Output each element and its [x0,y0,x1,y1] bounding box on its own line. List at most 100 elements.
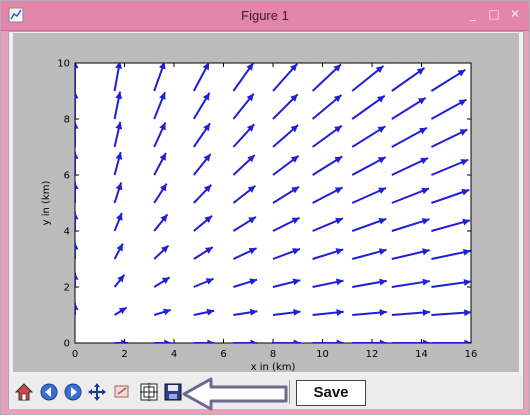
back-button[interactable] [38,380,60,404]
maximize-button[interactable]: □ [488,7,500,21]
quiver-arrowhead [161,245,169,253]
quiver-arrowhead [246,124,255,132]
x-tick-label: 0 [72,349,78,360]
quiver-arrowhead [375,65,384,74]
y-axis-label: y in (km) [41,181,52,226]
quiver-arrowhead [293,308,301,316]
quiver-arrowhead [421,217,430,225]
quiver-arrowhead [115,63,123,69]
forward-button[interactable] [62,380,84,404]
quiver-arrowhead [248,216,256,224]
quiver-arrowhead [116,243,123,252]
quiver-arrowhead [334,187,343,194]
quiver-arrowhead [422,339,430,343]
home-button[interactable] [13,380,35,404]
quiver-arrowhead [377,95,385,103]
quiver-arrowhead [205,247,213,254]
subplots-button[interactable] [138,380,160,404]
quiver-arrowhead [463,278,471,286]
title-bar[interactable]: Figure 1 _ □ ✕ [1,1,529,31]
y-tick-label: 0 [64,339,70,350]
quiver-arrowhead [417,97,426,105]
y-tick-label: 6 [64,171,70,182]
x-tick-label: 12 [366,349,379,360]
quiver-arrowhead [158,63,166,70]
zoom-icon [114,385,129,398]
window-title: Figure 1 [241,8,289,23]
quiver-arrow [471,42,505,63]
quiver-arrowhead [291,217,300,224]
close-button[interactable]: ✕ [509,7,521,21]
quiver-arrowhead [75,242,79,250]
quiver-arrow [470,257,471,259]
quiver-arrowhead [115,212,123,221]
quiver-arrowhead [498,71,506,77]
quiver-arrowhead [115,182,123,191]
quiver-arrowhead [416,67,425,75]
y-tick-label: 8 [64,115,70,126]
quiver-arrowhead [75,302,79,310]
quiver-arrowhead [500,131,508,137]
zoom-button[interactable] [111,380,133,404]
quiver-arrowhead [115,33,122,39]
quiver-arrowhead [290,94,298,102]
home-icon [14,383,34,401]
quiver-arrowhead [115,152,123,160]
save-label[interactable]: Save [296,380,366,406]
quiver-arrowhead [206,308,215,316]
quiver-arrowhead [462,218,470,226]
quiver-arrowhead [335,278,344,286]
quiver-arrowhead [504,309,511,316]
quiver-arrowhead [246,93,254,102]
quiver-arrowhead [420,157,429,165]
quiver-arrow [470,173,471,175]
quiver-arrowhead [250,339,258,343]
quiver-arrow [470,285,471,287]
minimize-button[interactable]: _ [470,7,476,21]
quiver-arrowhead [336,309,344,316]
quiver-arrowhead [202,63,210,71]
quiver-arrowhead [374,36,382,43]
quiver-arrowhead [163,308,171,316]
quiver-arrowhead [205,278,214,285]
quiver-arrowhead [159,92,166,100]
quiver-arrowhead [248,247,257,255]
quiver-arrowhead [333,64,342,72]
quiver-arrowhead [378,187,386,194]
quiver-arrowhead [75,182,79,189]
quiver-arrowhead [290,125,299,133]
quiver-arrow [233,63,235,64]
quiver-arrow [470,145,471,147]
quiver-arrowhead [75,63,79,69]
quiver-arrowhead [421,187,430,195]
quiver-arrowhead [247,154,255,163]
quiver-arrowhead [422,248,430,256]
save-figure-button[interactable] [162,380,184,404]
x-tick-label: 10 [316,349,329,360]
quiver-arrowhead [422,278,430,286]
quiver-arrowhead [75,151,79,159]
quiver-plot: 0 2 4 6 8 10 12 14 16 0 2 4 6 8 10 x in (km) y in (km) [41,33,511,374]
quiver-arrowhead [289,63,298,72]
quiver-arrowhead [75,212,79,220]
quiver-arrowhead [422,309,430,317]
quiver-arrowhead [459,129,468,136]
save-figure-icon [164,383,182,401]
quiver-arrowhead [335,248,344,255]
quiver-arrowhead [334,125,342,133]
quiver-arrowhead [378,248,387,256]
pan-button[interactable] [86,380,108,404]
quiver-arrowhead [291,186,300,194]
quiver-arrow [470,313,471,315]
x-tick-label: 2 [121,349,127,360]
quiver-arrowhead [458,99,467,107]
quiver-arrow [154,63,156,64]
toolbar-separator [289,380,290,404]
quiver-arrow [470,201,471,203]
quiver-arrowhead [203,153,211,162]
subplots-icon [140,383,158,401]
figure-canvas[interactable]: 0 2 4 6 8 10 12 14 16 0 2 4 6 8 10 x in (km) y in (km) [13,33,519,374]
x-tick-label: 16 [465,349,478,360]
quiver-arrowhead [292,248,300,255]
quiver-arrowhead [290,155,299,163]
